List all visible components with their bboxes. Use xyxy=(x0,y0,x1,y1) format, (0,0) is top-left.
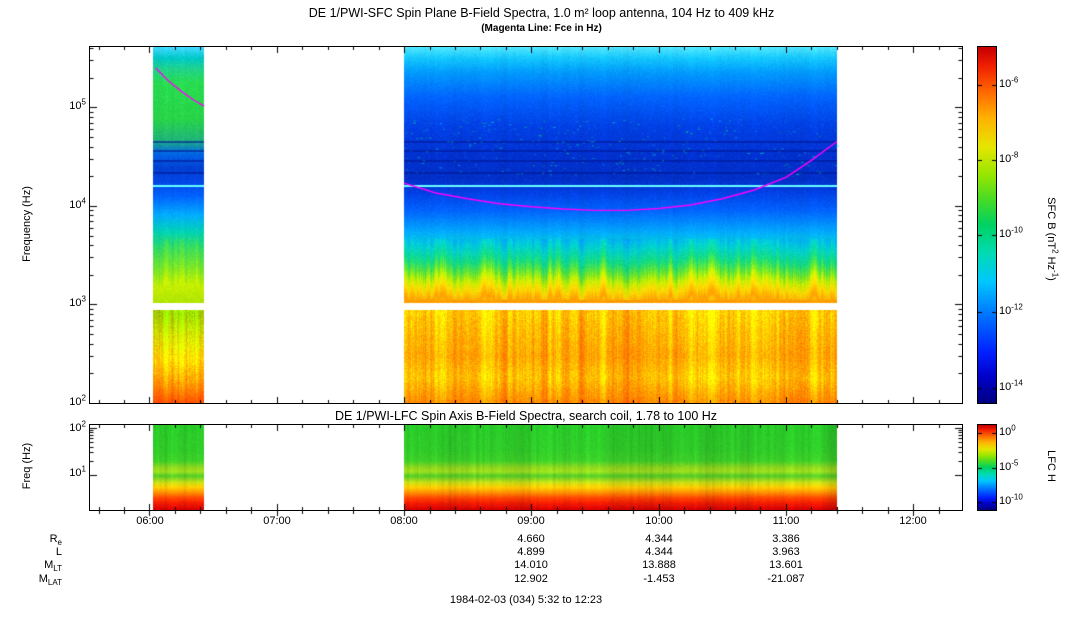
lfc-colorbar xyxy=(977,424,997,511)
ephemeris-label-mlt: MLT xyxy=(44,559,62,574)
ephemeris-row-re: Re 4.660 4.344 3.386 xyxy=(0,533,1083,548)
sfc-colorbar-tick-1e-8: 10-8 xyxy=(999,150,1019,165)
ephemeris-value: 3.386 xyxy=(772,533,800,545)
xtick-label-1000: 10:00 xyxy=(645,515,673,527)
x-axis-ticks xyxy=(90,511,962,517)
date-range-label: 1984-02-03 (034) 5:32 to 12:23 xyxy=(449,594,603,606)
ephemeris-value: 13.888 xyxy=(642,559,676,571)
lfc-colorbar-tick-1e0: 100 xyxy=(999,423,1016,438)
sfc-ytick-1e5: 105 xyxy=(69,97,86,112)
sfc-ytick-1e3: 103 xyxy=(69,294,86,309)
ephemeris-value: 4.344 xyxy=(645,533,673,545)
ephemeris-row-mlat: MLAT 12.902 -1.453 -21.087 xyxy=(0,573,1083,588)
ephemeris-value: 4.660 xyxy=(517,533,545,545)
figure-subtitle: (Magenta Line: Fce in Hz) xyxy=(481,23,602,34)
ephemeris-value: -21.087 xyxy=(767,573,805,585)
ephemeris-value: -1.453 xyxy=(643,573,675,585)
xtick-label-0600: 06:00 xyxy=(136,515,164,527)
xtick-label-0900: 09:00 xyxy=(517,515,545,527)
xtick-label-0800: 08:00 xyxy=(390,515,418,527)
lfc-colorbar-title: LFC H xyxy=(1045,450,1057,482)
sfc-colorbar-tick-1e-14: 10-14 xyxy=(999,378,1023,393)
xtick-label-1200: 12:00 xyxy=(899,515,927,527)
sfc-ytick-1e2: 102 xyxy=(69,393,86,408)
ephemeris-value: 3.963 xyxy=(772,546,800,558)
lfc-colorbar-tick-1e-10: 10-10 xyxy=(999,492,1023,507)
sfc-colorbar-tick-1e-10: 10-10 xyxy=(999,225,1023,240)
lfc-spectrogram-canvas xyxy=(89,424,963,511)
ephemeris-row-l: L 4.899 4.344 3.963 xyxy=(0,546,1083,559)
ephemeris-value: 4.344 xyxy=(645,546,673,558)
sfc-colorbar-tick-1e-6: 10-6 xyxy=(999,75,1019,90)
ephemeris-label-mlat: MLAT xyxy=(38,573,62,588)
lfc-y-axis-title: Freq (Hz) xyxy=(21,442,33,490)
ephemeris-label-re: Re xyxy=(49,533,62,548)
ephemeris-value: 14.010 xyxy=(514,559,548,571)
ephemeris-value: 4.899 xyxy=(517,546,545,558)
lfc-panel-title: DE 1/PWI-LFC Spin Axis B-Field Spectra, … xyxy=(334,409,718,423)
lfc-colorbar-tick-1e-5: 10-5 xyxy=(999,458,1019,473)
ephemeris-value: 12.902 xyxy=(514,573,548,585)
sfc-ytick-1e4: 104 xyxy=(69,196,86,211)
lfc-ytick-1e2: 102 xyxy=(69,419,86,434)
sfc-colorbar xyxy=(977,46,997,404)
figure-title: DE 1/PWI-SFC Spin Plane B-Field Spectra,… xyxy=(308,6,775,20)
ephemeris-value: 13.601 xyxy=(769,559,803,571)
sfc-y-axis-title: Frequency (Hz) xyxy=(21,186,33,262)
sfc-colorbar-tick-1e-12: 10-12 xyxy=(999,302,1023,317)
sfc-colorbar-title: SFC B (nT2 Hz-1) xyxy=(1045,197,1060,281)
sfc-spectrogram-canvas xyxy=(89,46,963,404)
ephemeris-row-mlt: MLT 14.010 13.888 13.601 xyxy=(0,559,1083,574)
xtick-label-1100: 11:00 xyxy=(772,515,800,527)
lfc-ytick-1e1: 101 xyxy=(69,464,86,479)
ephemeris-label-l: L xyxy=(55,546,62,558)
xtick-label-0700: 07:00 xyxy=(263,515,291,527)
